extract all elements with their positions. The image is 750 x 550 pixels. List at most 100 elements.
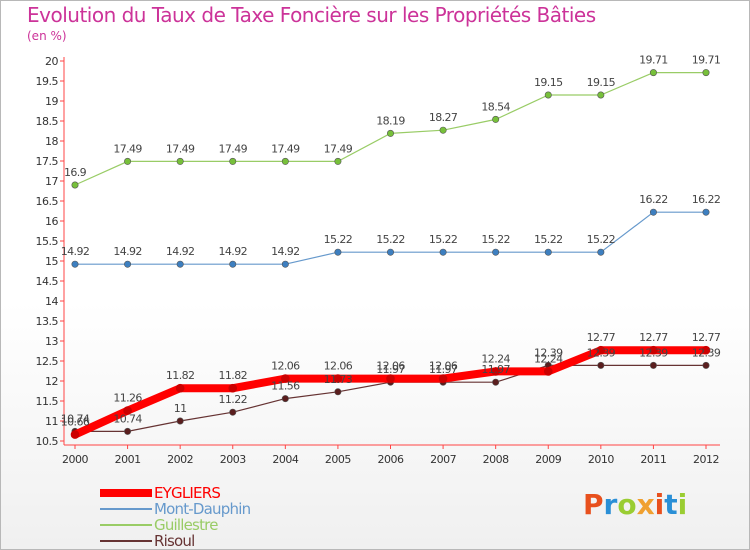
data-point-mont-dauphin [544, 248, 552, 256]
data-point-guillestre [544, 91, 552, 99]
data-label-risoul: 11.97 [429, 363, 458, 376]
data-label-eygliers: 12.06 [429, 360, 458, 373]
y-tick-label: 19.5 [36, 75, 59, 88]
data-point-mont-dauphin [281, 260, 289, 268]
data-point-eygliers [543, 367, 553, 376]
series-eygliers [70, 345, 711, 439]
data-label-risoul: 11.73 [324, 373, 353, 386]
data-label-guillestre: 17.49 [113, 142, 142, 155]
data-label-risoul: 12.39 [587, 346, 616, 359]
brand-letter: P [583, 488, 604, 521]
x-tick-label: 2012 [693, 453, 719, 466]
data-point-mont-dauphin [439, 248, 447, 256]
brand-letter: i [677, 488, 688, 521]
data-label-eygliers: 12.06 [324, 360, 353, 373]
data-label-guillestre: 17.49 [324, 142, 353, 155]
data-label-risoul: 12.39 [639, 346, 668, 359]
data-point-guillestre [439, 126, 447, 134]
data-point-eygliers [228, 383, 238, 393]
legend-item-mont-dauphin: Mont-Dauphin [100, 500, 360, 518]
legend: EYGLIERS Mont-Dauphin Guillestre Risoul [100, 484, 360, 550]
legend-swatch-guillestre [100, 524, 152, 526]
data-point-guillestre [649, 69, 657, 77]
data-label-eygliers: 12.77 [692, 331, 721, 344]
data-point-guillestre [334, 157, 342, 165]
y-tick-label: 12.5 [36, 355, 59, 368]
data-point-risoul [176, 417, 184, 425]
y-tick-label: 14.5 [36, 275, 59, 288]
data-point-eygliers [123, 406, 132, 415]
x-tick-label: 2003 [220, 453, 246, 466]
data-label-eygliers: 12.06 [271, 360, 300, 373]
data-point-eygliers [438, 374, 448, 383]
data-label-mont-dauphin: 15.22 [376, 233, 405, 246]
data-label-risoul: 10.74 [61, 412, 90, 425]
data-point-guillestre [281, 157, 289, 165]
data-point-eygliers [649, 345, 658, 355]
data-label-guillestre: 16.9 [64, 166, 87, 179]
data-label-guillestre: 17.49 [271, 142, 300, 155]
data-label-guillestre: 19.71 [692, 54, 721, 67]
data-label-mont-dauphin: 14.92 [113, 245, 142, 258]
legend-label-guillestre: Guillestre [154, 516, 218, 534]
chart-subtitle: (en %) [27, 29, 67, 43]
y-tick-label: 19 [45, 95, 58, 108]
brand-letter: t [664, 488, 678, 521]
data-point-mont-dauphin [71, 260, 79, 268]
data-label-mont-dauphin: 15.22 [429, 233, 458, 246]
data-point-risoul [597, 361, 605, 369]
brand-letter: x [636, 488, 655, 521]
brand-letter: i [654, 488, 665, 521]
data-label-eygliers: 11.82 [166, 369, 195, 382]
legend-item-guillestre: Guillestre [100, 516, 360, 534]
data-point-guillestre [71, 181, 79, 189]
y-tick-label: 13 [45, 335, 58, 348]
data-label-guillestre: 18.54 [481, 100, 510, 113]
data-point-eygliers [70, 430, 80, 439]
data-point-eygliers [281, 374, 290, 383]
data-label-mont-dauphin: 16.22 [639, 193, 668, 206]
chart-title: Evolution du Taux de Taxe Foncière sur l… [27, 3, 596, 27]
axes: 10.5 11 11.5 12 12.5 13 13.5 14 14.5 15 15.5 16 16.5… [36, 55, 720, 466]
x-tick-label: 2006 [378, 453, 404, 466]
y-tick-label: 17.5 [36, 155, 59, 168]
data-point-guillestre [702, 69, 710, 77]
data-point-mont-dauphin [229, 260, 237, 268]
data-point-risoul [492, 378, 500, 386]
data-label-mont-dauphin: 14.92 [271, 245, 300, 258]
y-tick-label: 11.5 [36, 395, 59, 408]
data-point-mont-dauphin [702, 208, 710, 216]
data-label-mont-dauphin: 15.22 [481, 233, 510, 246]
data-label-risoul: 11.56 [271, 380, 300, 393]
data-label-mont-dauphin: 15.22 [324, 233, 353, 246]
data-label-mont-dauphin: 14.92 [219, 245, 248, 258]
data-point-mont-dauphin [124, 260, 132, 268]
data-point-mont-dauphin [597, 248, 605, 256]
x-tick-label: 2010 [588, 453, 614, 466]
series-mont-dauphin [71, 208, 710, 268]
data-label-eygliers: 10.66 [61, 416, 90, 429]
data-labels: 16.9 17.49 17.49 17.49 17.49 17.49 18.19 18.27 1… [61, 54, 722, 429]
data-point-eygliers [175, 383, 185, 393]
data-point-eygliers [333, 374, 343, 383]
x-tick-label: 2002 [167, 453, 193, 466]
data-point-eygliers [701, 345, 711, 355]
y-tick-label: 12 [45, 375, 58, 388]
data-label-risoul: 11.97 [376, 363, 405, 376]
x-tick-label: 2005 [325, 453, 351, 466]
brand-letter: o [617, 488, 637, 521]
data-point-risoul [281, 395, 289, 403]
data-label-mont-dauphin: 16.22 [692, 193, 721, 206]
legend-item-risoul: Risoul [100, 532, 360, 550]
data-label-mont-dauphin: 15.22 [534, 233, 563, 246]
y-tick-label: 17 [45, 175, 58, 188]
data-label-risoul: 11.97 [481, 363, 510, 376]
data-point-guillestre [176, 157, 184, 165]
x-tick-label: 2007 [430, 453, 456, 466]
data-label-eygliers: 12.77 [639, 331, 668, 344]
y-tick-label: 11 [45, 415, 58, 428]
legend-label-eygliers: EYGLIERS [154, 484, 221, 502]
legend-swatch-mont-dauphin [100, 508, 152, 510]
data-point-risoul [229, 408, 237, 416]
